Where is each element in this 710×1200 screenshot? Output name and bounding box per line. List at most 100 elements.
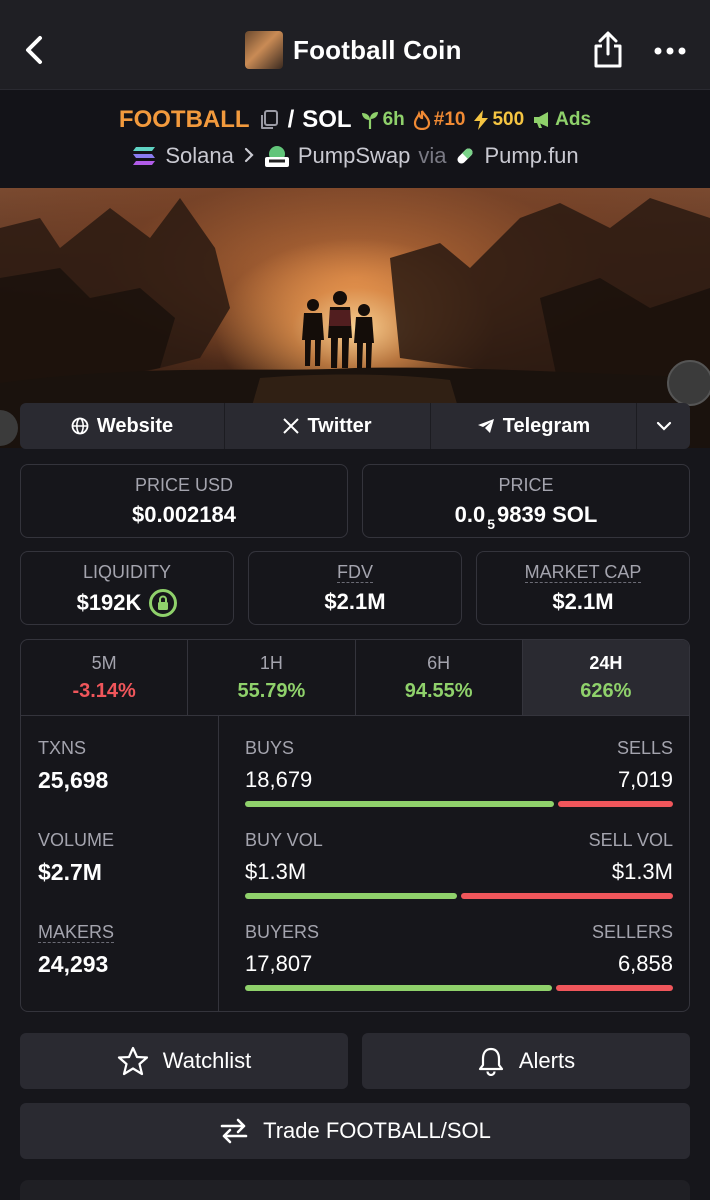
liquidity-label: LIQUIDITY [82, 562, 171, 582]
rank-badge: #10 [413, 109, 465, 131]
chevron-down-icon [656, 421, 671, 431]
fire-icon [413, 110, 430, 130]
chain-name[interactable]: Solana [165, 143, 234, 168]
market-cap-value: $2.1M [552, 589, 614, 614]
watchlist-label: Watchlist [162, 1048, 252, 1073]
txns-label: TXNS [38, 738, 87, 758]
txns-value: 25,698 [38, 767, 109, 793]
buyers-sellers-bar [245, 985, 673, 991]
volume-bar [245, 893, 673, 899]
ads-label: Ads [555, 109, 592, 130]
price-native-suffix: 9839 SOL [497, 502, 598, 527]
sellers-bar [556, 985, 673, 991]
volume-value: $2.7M [38, 859, 102, 885]
price-native-value: 0.0 5 9839 SOL [363, 502, 689, 532]
tab-24h[interactable]: 24H 626% [522, 640, 689, 715]
period-label: 24H [589, 653, 623, 673]
copy-icon[interactable] [258, 109, 280, 131]
chevron-left-icon [26, 36, 42, 64]
sell-bar [558, 801, 673, 807]
buy-volume-value: $1.3M [245, 859, 307, 884]
pumpswap-icon [264, 146, 289, 167]
activity-panel: 5M -3.14% 1H 55.79% 6H 94.55% 24H 626% T… [20, 639, 690, 1012]
period-change: 626% [580, 680, 632, 702]
period-tabs: 5M -3.14% 1H 55.79% 6H 94.55% 24H 626% [21, 640, 689, 716]
pair-header: FOOTBALL / SOL 6h #10 500 [0, 104, 710, 136]
more-links-button[interactable] [637, 403, 690, 449]
volume-label: VOLUME [38, 830, 115, 850]
period-label: 1H [259, 653, 283, 673]
via-label: via [418, 143, 447, 168]
price-native-prefix: 0.0 [454, 502, 486, 527]
telegram-label: Telegram [502, 414, 591, 437]
trade-button[interactable]: Trade FOOTBALL/SOL [20, 1103, 690, 1159]
buy-sell-volume-row: BUY VOL SELL VOL $1.3M $1.3M [245, 830, 673, 899]
market-cap-label[interactable]: MARKET CAP [524, 562, 642, 583]
token-avatar [245, 31, 283, 69]
telegram-button[interactable]: Telegram [431, 403, 637, 449]
solana-icon [133, 147, 156, 165]
age-value: 6h [382, 109, 405, 130]
tab-6h[interactable]: 6H 94.55% [356, 640, 523, 715]
alerts-button[interactable]: Alerts [362, 1033, 690, 1089]
buyers-sellers-row: BUYERS SELLERS 17,807 6,858 [245, 922, 673, 991]
pair-info: FOOTBALL / SOL 6h #10 500 [0, 90, 710, 188]
buys-sells-row: BUYS SELLS 18,679 7,019 [245, 738, 673, 807]
makers-block: MAKERS 24,293 [38, 922, 115, 978]
volume-block: VOLUME $2.7M [38, 830, 114, 886]
buy-bar [245, 801, 555, 807]
sell-volume-bar [461, 893, 673, 899]
sell-volume-label: SELL VOL [588, 830, 673, 850]
top-bar: Football Coin [0, 0, 710, 90]
sprout-icon [361, 112, 378, 129]
x-logo-icon [283, 418, 300, 434]
boost-badge: 500 [473, 109, 524, 131]
telegram-icon [477, 419, 494, 433]
makers-label[interactable]: MAKERS [38, 922, 115, 943]
tab-1h[interactable]: 1H 55.79% [188, 640, 356, 715]
buys-sells-bar [245, 801, 673, 807]
launchpad-name[interactable]: Pump.fun [484, 143, 579, 168]
twitter-button[interactable]: Twitter [225, 403, 431, 449]
alerts-label: Alerts [518, 1048, 576, 1073]
boost-value: 500 [492, 109, 525, 130]
trade-label: Trade FOOTBALL/SOL [263, 1118, 491, 1143]
megaphone-icon [534, 112, 549, 128]
period-change: -3.14% [72, 680, 136, 702]
share-button[interactable] [590, 30, 626, 70]
period-label: 6H [427, 653, 451, 673]
makers-value: 24,293 [38, 951, 109, 977]
period-change: 55.79% [237, 680, 306, 702]
buyers-label: BUYERS [245, 922, 320, 942]
lock-icon[interactable] [149, 589, 178, 617]
bell-icon [478, 1047, 503, 1076]
base-symbol: FOOTBALL [118, 106, 250, 133]
dex-name[interactable]: PumpSwap [297, 143, 411, 168]
website-button[interactable]: Website [20, 403, 225, 449]
price-native-zero-count: 5 [487, 516, 496, 532]
pair-separator: / [287, 106, 295, 133]
tab-5m[interactable]: 5M -3.14% [21, 640, 189, 715]
watchlist-button[interactable]: Watchlist [20, 1033, 348, 1089]
activity-totals: TXNS 25,698 VOLUME $2.7M MAKERS 24,293 [21, 716, 219, 1011]
more-button[interactable] [650, 36, 690, 66]
buyers-bar [245, 985, 553, 991]
ads-badge[interactable]: Ads [532, 109, 591, 131]
sellers-value: 6,858 [617, 951, 673, 976]
buy-volume-label: BUY VOL [245, 830, 323, 850]
sells-value: 7,019 [617, 767, 673, 792]
price-usd-box: PRICE USD $0.002184 [20, 464, 348, 538]
share-icon [594, 31, 622, 68]
market-cap-box: MARKET CAP $2.1M [476, 551, 690, 625]
twitter-label: Twitter [307, 414, 372, 437]
sellers-label: SELLERS [591, 922, 673, 942]
fdv-label[interactable]: FDV [337, 562, 373, 583]
fdv-value: $2.1M [324, 589, 386, 614]
next-section-card [20, 1180, 690, 1200]
period-change: 94.55% [404, 680, 473, 702]
page-title: Football Coin [293, 34, 462, 65]
back-button[interactable] [20, 30, 50, 70]
pair-route: Solana PumpSwap via Pump.fun [0, 140, 710, 172]
quote-symbol: SOL [302, 106, 352, 133]
price-native-box: PRICE 0.0 5 9839 SOL [362, 464, 690, 538]
